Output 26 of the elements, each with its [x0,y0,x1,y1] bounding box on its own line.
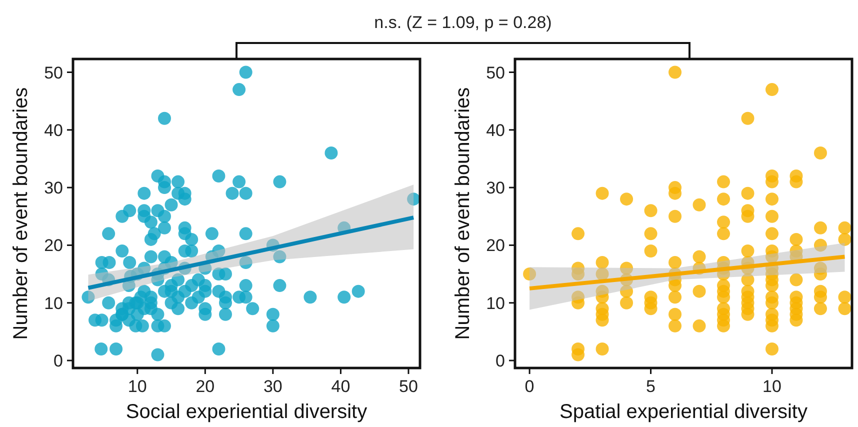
x-tick-label: 50 [399,377,418,396]
y-tick-label: 10 [486,294,505,313]
y-tick-label: 50 [486,63,505,82]
y-axis-title: Number of event boundaries [10,87,32,340]
x-tick-label: 10 [762,377,782,396]
text: n.s. (Z = 1.09, p = 0.28) [374,13,552,32]
x-tick-label: 30 [263,377,282,396]
y-tick-label: 0 [496,352,505,371]
y-tick-label: 30 [486,178,505,198]
x-tick-label: 10 [128,377,147,396]
x-tick-label: 20 [196,377,215,396]
y-tick-label: 40 [486,120,505,140]
y-axis-title: Number of event boundaries [452,87,474,340]
y-tick-label: 50 [44,63,63,82]
y-tick-label: 0 [54,352,63,371]
y-tick-label: 10 [44,294,63,313]
x-tick-label: 5 [646,377,656,396]
x-tick-label: 0 [524,377,534,396]
line-series [86,216,416,290]
x-axis-title: Social experiential diversity [126,401,368,423]
y-tick-label: 20 [486,236,505,256]
x-axis-title: Spatial experiential diversity [560,401,808,423]
x-tick-label: 40 [331,377,350,396]
y-tick-label: 30 [44,178,63,198]
y-tick-label: 40 [44,120,63,140]
y-tick-label: 20 [44,236,63,256]
